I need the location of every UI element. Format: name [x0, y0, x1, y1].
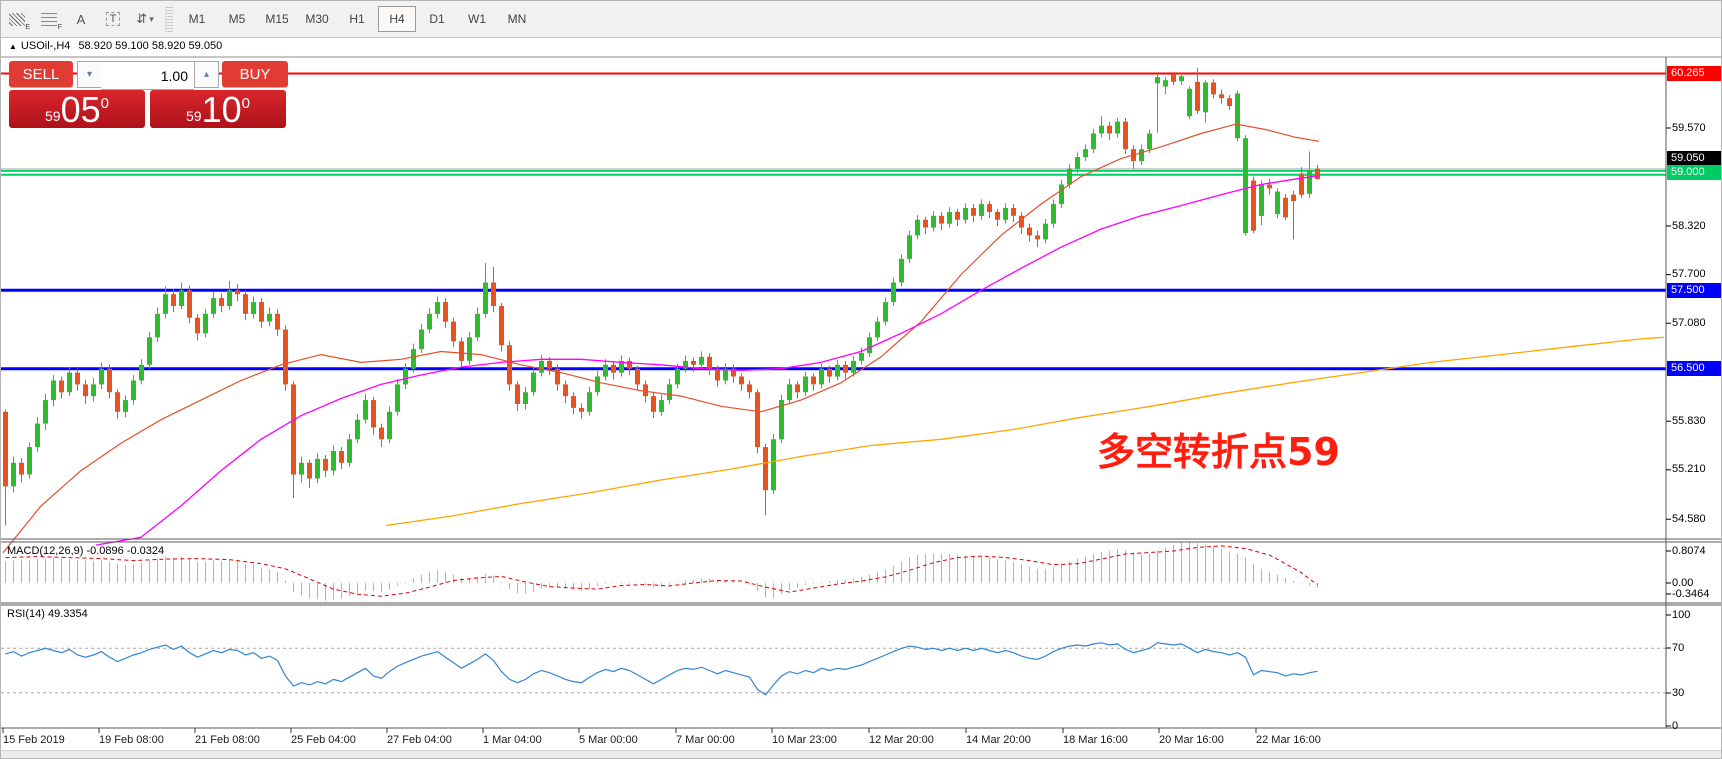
timeframe-m30-button[interactable]: M30	[305, 12, 329, 26]
date-axis-label: 14 Mar 20:00	[966, 734, 1031, 746]
dropdown-caret-icon: ▾	[149, 13, 154, 24]
date-axis-label: 15 Feb 2019	[3, 734, 65, 746]
timeframe-h1-button[interactable]: H1	[349, 12, 365, 26]
price-axis-label: 58.320	[1672, 219, 1706, 232]
up-arrow-icon: ▴	[203, 69, 210, 80]
bottom-scroll-strip[interactable]	[1, 750, 1721, 758]
date-axis-label: 25 Feb 04:00	[291, 734, 356, 746]
window-collapse-icon[interactable]: ▲	[9, 42, 17, 51]
text-tool-icon: T	[105, 12, 121, 26]
price-axis-label: 57.080	[1672, 316, 1706, 329]
timeframe-w1-button[interactable]: W1	[468, 12, 486, 26]
level-56500-badge: 56.500	[1667, 361, 1721, 377]
date-axis-label: 12 Mar 20:00	[869, 734, 934, 746]
date-axis-label: 18 Mar 16:00	[1063, 734, 1128, 746]
arrows-icon[interactable]: ⇵ ▾	[130, 6, 160, 32]
sell-price-sup: 0	[100, 95, 109, 112]
resistance-badge: 60.265	[1667, 66, 1721, 82]
ohlc-quotes: 58.920 59.100 58.920 59.050	[78, 40, 223, 52]
timeframe-d1-button[interactable]: D1	[429, 12, 445, 26]
toolbar-grip[interactable]	[165, 6, 173, 32]
date-axis-label: 19 Feb 08:00	[99, 734, 164, 746]
price-axis-label: 59.570	[1672, 121, 1706, 134]
price-axis-label: 54.580	[1672, 512, 1706, 525]
date-axis-label: 7 Mar 00:00	[676, 734, 735, 746]
macd-axis-label: 0.8074	[1672, 544, 1706, 557]
rsi-axis-label: 100	[1672, 608, 1691, 621]
chart-annotation-text: 多空转折点59	[1097, 430, 1340, 474]
volume-dec-button[interactable]: ▾	[77, 61, 102, 88]
buy-price-sup: 0	[241, 95, 250, 112]
date-axis-label: 20 Mar 16:00	[1159, 734, 1224, 746]
date-axis-label: 21 Feb 08:00	[195, 734, 260, 746]
date-axis-label: 22 Mar 16:00	[1256, 734, 1321, 746]
equidistant-channel-icon	[9, 12, 25, 26]
sell-button[interactable]: SELL	[9, 61, 73, 88]
buy-price-prefix: 59	[186, 108, 202, 124]
rsi-axis-label: 30	[1672, 686, 1685, 699]
buy-price-button[interactable]: 59 10 0	[150, 90, 286, 128]
macd-axis-label: 0.00	[1672, 576, 1694, 589]
fibonacci-icon[interactable]: F	[34, 6, 64, 32]
volume-input[interactable]	[101, 61, 194, 90]
sell-price-big: 05	[60, 89, 101, 130]
fibonacci-icon	[41, 12, 57, 26]
timeframe-m1-button[interactable]: M1	[188, 12, 206, 26]
rsi-axis-label: 70	[1672, 641, 1685, 654]
toolbar: E F A T ⇵ ▾ M1 M5 M15 M30 H1 H4 D1 W1 MN	[1, 1, 1721, 38]
macd-label: MACD(12,26,9) -0.0896 -0.0324	[7, 545, 165, 557]
macd-axis-label: -0.3464	[1672, 587, 1710, 600]
date-axis-label: 1 Mar 04:00	[483, 734, 542, 746]
down-arrow-icon: ▾	[86, 69, 93, 80]
date-axis-label: 27 Feb 04:00	[387, 734, 452, 746]
rsi-axis-label: 0	[1672, 719, 1679, 732]
sell-price-button[interactable]: 59 05 0	[9, 90, 145, 128]
date-axis-label: 10 Mar 23:00	[772, 734, 837, 746]
date-axis-label: 5 Mar 00:00	[579, 734, 638, 746]
equidistant-channel-icon[interactable]: E	[2, 6, 32, 32]
price-axis-label: 57.700	[1672, 268, 1706, 281]
sell-price-prefix: 59	[45, 108, 61, 124]
level-59000-badge: 59.000	[1667, 165, 1721, 181]
timeframe-mn-button[interactable]: MN	[507, 12, 527, 26]
current-price-badge: 59.050	[1667, 151, 1721, 167]
price-axis-label: 55.830	[1672, 414, 1706, 427]
level-57500-badge: 57.500	[1667, 282, 1721, 298]
timeframe-h4-button[interactable]: H4	[378, 6, 416, 32]
price-axis-label: 55.210	[1672, 463, 1706, 476]
chart-title: ▲ USOil-,H4 58.920 59.100 58.920 59.050	[9, 40, 222, 52]
buy-price-big: 10	[201, 89, 242, 130]
arrows-icon: ⇵	[136, 11, 148, 26]
timeframe-m15-button[interactable]: M15	[265, 12, 289, 26]
volume-inc-button[interactable]: ▴	[194, 61, 219, 88]
buy-button[interactable]: BUY	[222, 61, 288, 88]
rsi-label: RSI(14) 49.3354	[7, 608, 88, 620]
text-label-icon[interactable]: A	[76, 11, 86, 27]
text-tool-icon[interactable]: T	[98, 6, 128, 32]
timeframe-m5-button[interactable]: M5	[228, 12, 246, 26]
symbol-period-label: USOil-,H4	[20, 40, 71, 52]
